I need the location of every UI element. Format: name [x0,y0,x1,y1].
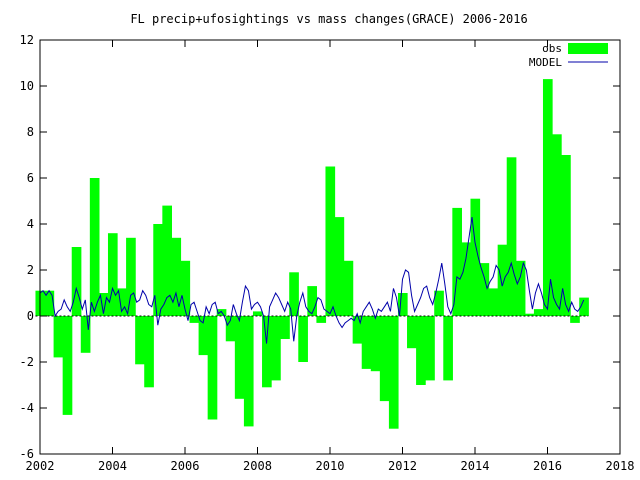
obs-bar [271,316,281,381]
model-line [39,217,585,344]
obs-bar [416,316,426,385]
obs-bar [461,242,472,316]
x-tick-label: 2014 [461,459,490,473]
obs-bar [524,313,535,316]
obs-bar [307,286,317,316]
obs-bar [44,290,55,316]
obs-bar [325,166,336,316]
x-tick-label: 2016 [533,459,562,473]
obs-bar [370,316,381,372]
y-tick-label: 6 [27,171,34,185]
y-tick-label: 10 [20,79,34,93]
obs-bar [488,288,499,316]
chart-title: FL precip+ufosightings vs mass changes(G… [130,12,527,26]
obs-bar [89,178,100,316]
obs-bar [361,316,372,369]
obs-bar [153,224,163,316]
obs-bar [180,260,191,316]
obs-bar [388,316,399,429]
obs-bar [71,247,82,316]
obs-bar [533,309,544,316]
obs-bar [107,233,118,316]
obs-bar [243,316,254,427]
obs-bars [35,79,589,429]
obs-bar [343,260,354,316]
obs-bar [379,316,390,402]
obs-bar [515,260,526,316]
obs-bar [289,272,299,316]
obs-bar [570,316,580,323]
y-tick-label: 8 [27,125,34,139]
y-tick-label: 4 [27,217,34,231]
x-tick-label: 2012 [388,459,417,473]
obs-bar [561,155,571,316]
obs-bar [506,157,517,316]
obs-bar [443,316,453,381]
obs-bar [298,316,308,362]
model-line-group [39,217,585,344]
obs-bar [280,316,290,339]
y-tick-label: -4 [20,401,34,415]
x-tick-label: 2010 [316,459,345,473]
obs-bar [434,290,444,316]
obs-bar [162,205,172,316]
obs-bar [171,237,182,316]
obs-bar [207,316,218,420]
obs-bar [117,288,127,316]
obs-bar [262,316,272,388]
obs-bar [425,316,435,381]
obs-bar [579,297,589,316]
axes: 2002 2004 2006 2008 2010 2012 2014 2016 2018-6-4… [20,33,635,473]
obs-bar [479,263,490,316]
obs-bar [252,311,263,316]
obs-bar [552,134,562,316]
x-tick-label: 2008 [243,459,272,473]
obs-bar [126,237,136,316]
y-tick-label: 12 [20,33,34,47]
obs-bar [80,316,91,353]
obs-bar [497,244,508,316]
obs-bar [144,316,154,388]
obs-bar [53,316,64,358]
obs-bar [407,316,417,349]
legend-label-model: MODEL [529,56,562,69]
x-tick-label: 2004 [98,459,127,473]
obs-bar [470,198,481,316]
obs-bar [234,316,245,399]
legend: obs MODEL [529,42,608,69]
obs-bar [189,316,200,323]
obs-bar [98,293,109,316]
y-tick-label: -6 [20,447,34,461]
y-tick-label: -2 [20,355,34,369]
y-tick-label: 0 [27,309,34,323]
x-tick-label: 2002 [26,459,55,473]
obs-bar [452,207,462,316]
obs-bar [135,316,145,365]
obs-bar [62,316,73,415]
legend-swatch-obs [568,43,608,54]
obs-bar [225,316,236,342]
obs-bar [316,316,327,323]
obs-bar [198,316,209,356]
obs-bar [334,217,345,316]
y-tick-label: 2 [27,263,34,277]
obs-bar [542,79,553,316]
obs-bar [397,293,408,316]
obs-bar [352,316,363,344]
x-tick-label: 2006 [171,459,200,473]
legend-label-obs: obs [542,42,562,55]
x-tick-label: 2018 [606,459,635,473]
